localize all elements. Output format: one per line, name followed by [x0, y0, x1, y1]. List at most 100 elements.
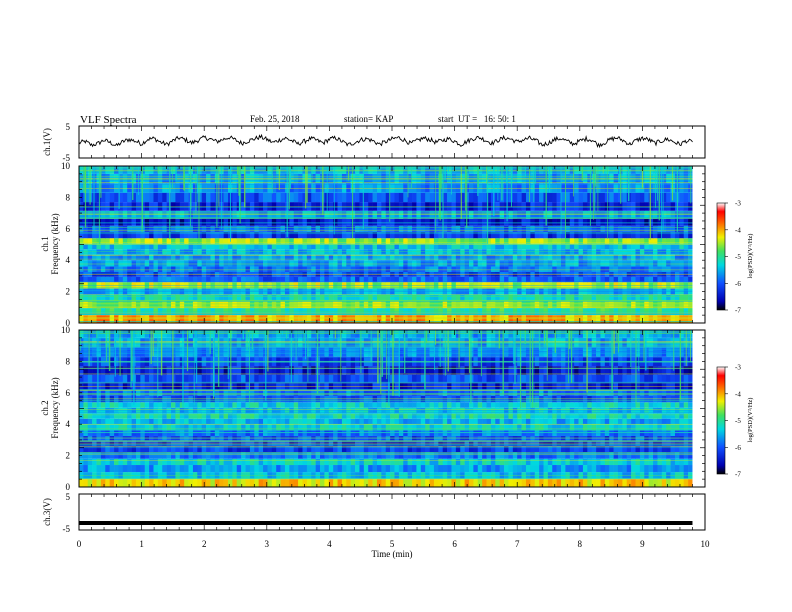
ch1-spectrogram-cell	[648, 218, 654, 226]
ch2-spectrogram-cell	[569, 446, 575, 453]
ch1-spectrogram-cell	[346, 282, 351, 289]
ch1-spectrogram-cell	[390, 294, 395, 302]
ch1-spectrogram-cell	[587, 254, 592, 261]
ch1-spectrogram-cell	[219, 238, 224, 244]
ch1-spectrogram-cell	[447, 238, 452, 244]
ch1-spectrogram-cell	[416, 192, 422, 203]
ch2-spectrogram-cell	[122, 424, 128, 431]
ch1-spectrogram-cell	[197, 294, 202, 302]
ch1-spectrogram-cell	[368, 183, 373, 193]
ch1-spectrogram-cell	[157, 183, 163, 193]
ch2-spectrogram-cell	[438, 440, 443, 447]
ch1-spectrogram-cell	[464, 288, 470, 295]
ch2-spectrogram-cell	[311, 465, 316, 473]
ch1-spectrogram-cell	[561, 294, 566, 302]
ch1-spectrogram-cell	[482, 266, 487, 272]
ch2-spectrogram-cell	[346, 458, 351, 466]
ch2-spectrogram-cell	[263, 465, 268, 473]
ch1-spectrogram-cell	[486, 276, 492, 283]
ch1-spectrogram-cell	[556, 192, 562, 203]
ch1-spectrogram-cell	[105, 225, 110, 232]
ch1-spectrogram-cell	[455, 231, 461, 239]
ch2-spectrogram-cell	[368, 465, 373, 473]
ch2-spectrogram-cell	[293, 465, 299, 473]
ch1-spectrogram-cell	[613, 192, 619, 203]
ch1-spectrogram-cell	[469, 282, 474, 289]
ch1-spectrogram-cell	[118, 288, 124, 295]
ch1-spectrogram-cell	[149, 238, 154, 244]
ch1-spectrogram-cell	[398, 249, 404, 255]
ch1-spectrogram-cell	[289, 243, 295, 250]
ch2-spectrogram-cell	[122, 452, 128, 459]
ch1-spectrogram-cell	[144, 183, 150, 193]
ch1-spectrogram-cell	[192, 301, 198, 309]
ch1-spectrogram-cell	[346, 260, 351, 267]
ch2-spectrogram-cell	[433, 430, 439, 436]
ch1-spectrogram-cell	[324, 266, 330, 272]
ch1-spectrogram-cell	[600, 254, 606, 261]
ch1-spectrogram-cell	[412, 288, 417, 295]
ch1-spectrogram-cell	[613, 288, 619, 295]
ch1-spectrogram-cell	[565, 183, 571, 193]
ch2-spectrogram-cell	[455, 465, 461, 473]
ch1-spectrogram-cell	[153, 294, 159, 302]
ch1-spectrogram-cell	[442, 183, 448, 193]
ch1-spectrogram-cell	[609, 301, 614, 309]
ch2-spectrogram-cell	[162, 424, 167, 431]
ch2-spectrogram-cell	[359, 430, 365, 436]
ch2-spectrogram-cell	[306, 424, 312, 431]
ch1-spectrogram-cell	[341, 231, 347, 239]
ch1-spectrogram-cell	[109, 225, 115, 232]
ch1-spectrogram-cell	[337, 282, 343, 289]
ch1-spectrogram-cell	[122, 308, 128, 316]
ch1-spectrogram-cell	[127, 254, 132, 261]
ch1-spectrogram-cell	[525, 282, 531, 289]
ch1-spectrogram-cell	[241, 308, 246, 316]
ch1-spectrogram-cell	[162, 254, 167, 261]
ch1-spectrogram-cell	[412, 254, 417, 261]
ch1-spectrogram-cell	[245, 243, 251, 250]
ch1-spectrogram-cell	[83, 282, 89, 289]
ch1-spectrogram-cell	[149, 231, 154, 239]
ch1-spectrogram-cell	[315, 254, 321, 261]
ch1-spectrogram-cell	[79, 301, 84, 309]
ch1-spectrogram-cell	[219, 308, 224, 316]
ch1-spectrogram-cell	[258, 238, 264, 244]
ch1-spectrogram-cell	[648, 243, 654, 250]
ch2-spectrogram-cell	[376, 430, 382, 436]
ch2-spectrogram-cell	[328, 479, 334, 487]
ch2-spectrogram-cell	[127, 440, 132, 447]
ch1-spectrogram-cell	[534, 282, 540, 289]
ch2-spectrogram-cell	[534, 465, 540, 473]
ch1-spectrogram-cell	[359, 254, 365, 261]
ch2-spectrogram-cell	[188, 430, 194, 436]
ch2-spectrogram-cell	[289, 465, 295, 473]
ch2-spectrogram-cell	[219, 440, 224, 447]
ch1-spectrogram-cell	[271, 202, 277, 211]
ch1-spectrogram-cell	[617, 276, 623, 283]
ch1-spectrogram-cell	[407, 231, 413, 239]
ch2-spectrogram-cell	[140, 465, 146, 473]
ch2-spectrogram-cell	[87, 465, 93, 473]
ch2-spectrogram-cell	[284, 424, 290, 431]
ch1-spectrogram-cell	[666, 301, 671, 309]
ch1-spectrogram-cell	[206, 288, 211, 295]
ch1-spectrogram-cell	[600, 202, 606, 211]
ch1-spectrogram-cell	[425, 243, 430, 250]
ch1-spectrogram-cell	[416, 202, 422, 211]
ch1-spectrogram-cell	[635, 276, 641, 283]
ch1-spectrogram-cell	[543, 225, 549, 232]
ch1-spectrogram-cell	[438, 231, 443, 239]
ch1-spectrogram-cell	[376, 260, 382, 267]
ch1-spectrogram-cell	[613, 266, 619, 272]
ch2-spectrogram-cell	[508, 465, 514, 473]
ch1-spectrogram-cell	[486, 266, 492, 272]
ch2-spectrogram-cell	[368, 440, 373, 447]
ch1-spectrogram-cell	[530, 288, 536, 295]
ch1-spectrogram-cell	[324, 301, 330, 309]
ch1-spectrogram-cell	[661, 249, 667, 255]
ch1-spectrogram-cell	[504, 266, 509, 272]
ch2-spectrogram-cell	[683, 446, 689, 453]
ch1-spectrogram-cell	[87, 238, 93, 244]
ch1-spectrogram-cell	[679, 254, 685, 261]
